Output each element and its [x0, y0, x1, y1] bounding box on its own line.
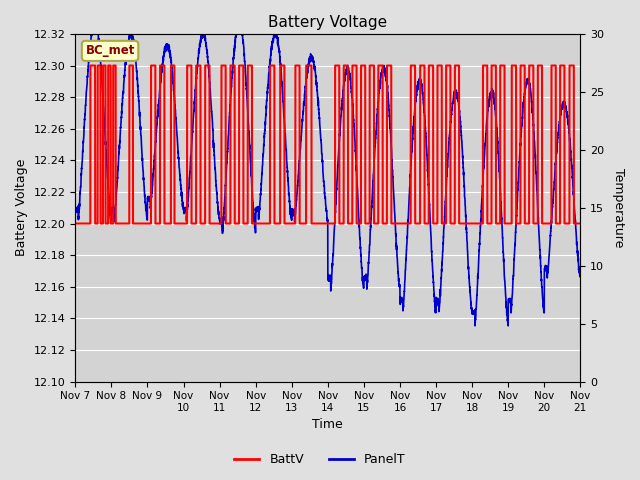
Y-axis label: Temperature: Temperature: [612, 168, 625, 247]
Legend: BattV, PanelT: BattV, PanelT: [229, 448, 411, 471]
Y-axis label: Battery Voltage: Battery Voltage: [15, 159, 28, 256]
Title: Battery Voltage: Battery Voltage: [268, 15, 387, 30]
X-axis label: Time: Time: [312, 419, 343, 432]
Text: BC_met: BC_met: [85, 44, 135, 58]
